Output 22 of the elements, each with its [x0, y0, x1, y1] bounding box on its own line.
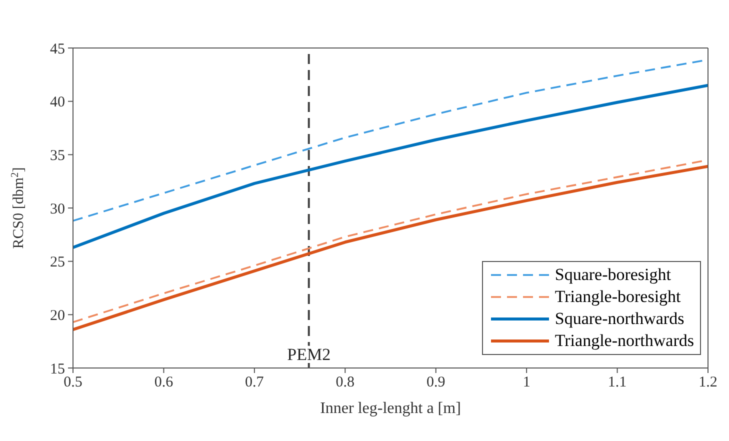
ref-line-label: PEM2 — [287, 345, 331, 364]
y-tick-label: 45 — [50, 41, 65, 58]
legend-label: Square-boresight — [554, 264, 671, 286]
y-tick-label: 40 — [50, 94, 65, 111]
line-series — [73, 84, 708, 249]
x-tick-label: 1 — [522, 374, 530, 391]
x-tick-label: 1.2 — [698, 374, 718, 391]
y-tick-label: 15 — [50, 361, 65, 378]
x-axis-title: Inner leg-lenght a [m] — [320, 400, 461, 417]
x-tick-label: 0.8 — [336, 374, 355, 391]
x-tick-label: 0.9 — [426, 374, 446, 391]
y-tick-label: 25 — [50, 254, 65, 271]
legend-label: Triangle-northwards — [554, 330, 694, 352]
y-tick-label: 30 — [50, 201, 65, 218]
x-tick-label: 1.1 — [608, 374, 627, 391]
y-tick-label: 35 — [50, 148, 65, 164]
x-tick-label: 0.6 — [154, 374, 174, 391]
y-tick-label: 20 — [50, 308, 65, 324]
x-tick-label: 0.5 — [64, 374, 82, 391]
x-tick-label: 0.7 — [245, 374, 264, 391]
legend-label: Triangle-boresight — [554, 286, 681, 308]
legend-label: Square-northwards — [554, 308, 684, 330]
